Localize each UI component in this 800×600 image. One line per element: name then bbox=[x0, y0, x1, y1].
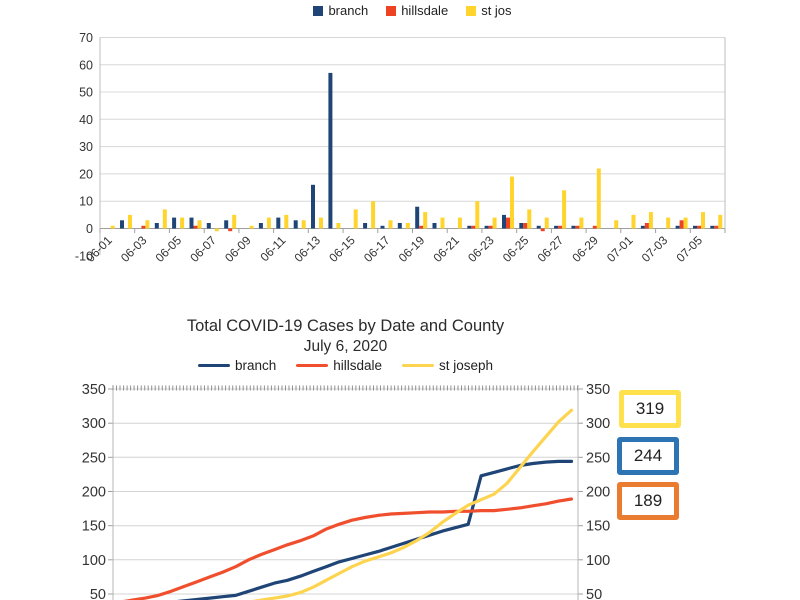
svg-text:06-13: 06-13 bbox=[292, 233, 324, 265]
svg-text:06-05: 06-05 bbox=[153, 233, 185, 265]
svg-text:250: 250 bbox=[82, 450, 106, 466]
svg-text:06-29: 06-29 bbox=[569, 233, 601, 265]
branch-total-value: 244 bbox=[634, 446, 662, 466]
line-branch bbox=[120, 461, 572, 600]
svg-text:06-07: 06-07 bbox=[187, 233, 219, 265]
page: { "chart_data": [ { "type": "bar", "name… bbox=[0, 0, 800, 600]
total-cases-line-chart: 50 100 150 200 250 300 350 50 100 150 200 250 300 350 bbox=[0, 300, 800, 600]
svg-text:06-17: 06-17 bbox=[361, 233, 393, 265]
callout-hillsdale-total: 189 bbox=[617, 482, 679, 520]
svg-text:06-11: 06-11 bbox=[257, 233, 288, 264]
svg-text:30: 30 bbox=[79, 140, 93, 154]
svg-text:150: 150 bbox=[586, 519, 610, 535]
svg-text:06-03: 06-03 bbox=[118, 233, 150, 265]
svg-text:07-03: 07-03 bbox=[639, 233, 671, 265]
callout-branch-total: 244 bbox=[617, 437, 679, 475]
svg-text:50: 50 bbox=[90, 587, 106, 600]
svg-text:250: 250 bbox=[586, 450, 610, 466]
callout-stjoseph-total: 319 bbox=[619, 390, 681, 428]
svg-text:20: 20 bbox=[79, 167, 93, 181]
svg-text:60: 60 bbox=[79, 58, 93, 72]
svg-text:50: 50 bbox=[79, 86, 93, 100]
x-axis-labels: 06-0106-0306-0506-0706-0906-1106-1306-15… bbox=[83, 233, 705, 265]
svg-text:06-27: 06-27 bbox=[535, 233, 567, 265]
svg-text:350: 350 bbox=[586, 382, 610, 398]
top-minor-ticks bbox=[113, 386, 578, 391]
svg-text:200: 200 bbox=[586, 485, 610, 501]
svg-text:70: 70 bbox=[79, 31, 93, 45]
y-axis-labels: -10010203040506070 bbox=[75, 31, 93, 263]
svg-text:200: 200 bbox=[82, 485, 106, 501]
hillsdale-total-value: 189 bbox=[634, 491, 662, 511]
svg-text:100: 100 bbox=[586, 553, 610, 569]
svg-text:06-21: 06-21 bbox=[430, 233, 462, 265]
line-st-joseph bbox=[120, 410, 572, 600]
svg-text:06-01: 06-01 bbox=[83, 233, 115, 265]
svg-text:100: 100 bbox=[82, 553, 106, 569]
bars-branch bbox=[120, 73, 714, 229]
daily-cases-bar-chart: -1001020304050607006-0106-0306-0506-0706… bbox=[0, 0, 800, 300]
svg-text:50: 50 bbox=[586, 587, 602, 600]
svg-text:06-19: 06-19 bbox=[396, 233, 428, 265]
svg-text:06-23: 06-23 bbox=[465, 233, 497, 265]
svg-text:300: 300 bbox=[586, 416, 610, 432]
svg-text:300: 300 bbox=[82, 416, 106, 432]
svg-text:06-15: 06-15 bbox=[326, 233, 358, 265]
svg-text:0: 0 bbox=[86, 222, 93, 236]
line-hillsdale bbox=[120, 499, 572, 600]
svg-text:06-25: 06-25 bbox=[500, 233, 532, 265]
stjoseph-total-value: 319 bbox=[636, 399, 664, 419]
y-axis-labels-right: 50 100 150 200 250 300 350 bbox=[586, 382, 610, 600]
svg-text:40: 40 bbox=[79, 113, 93, 127]
svg-text:06-09: 06-09 bbox=[222, 233, 254, 265]
svg-text:07-05: 07-05 bbox=[674, 233, 706, 265]
svg-text:350: 350 bbox=[82, 382, 106, 398]
svg-text:150: 150 bbox=[82, 519, 106, 535]
y-axis-labels-left: 50 100 150 200 250 300 350 bbox=[82, 382, 106, 600]
svg-text:10: 10 bbox=[79, 195, 93, 209]
svg-text:07-01: 07-01 bbox=[604, 233, 636, 265]
